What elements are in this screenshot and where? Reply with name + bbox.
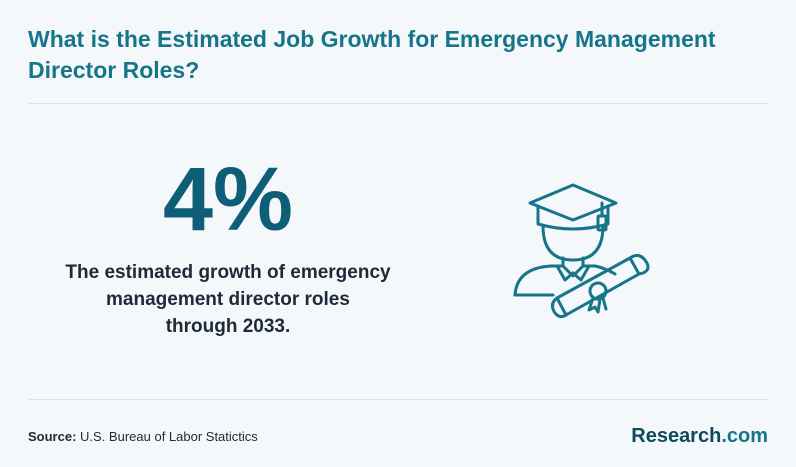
brand-name: Research xyxy=(631,425,722,447)
page-title: What is the Estimated Job Growth for Eme… xyxy=(28,26,716,83)
brand-logo[interactable]: Research.com xyxy=(631,423,768,449)
bottom-divider xyxy=(28,399,768,400)
source-label: Source: xyxy=(28,429,77,444)
top-divider xyxy=(28,103,768,104)
stat-description-line: management director roles xyxy=(106,289,350,310)
stat-description-line: The estimated growth of emergency xyxy=(65,262,391,283)
source-citation: Source: U.S. Bureau of Labor Statictics xyxy=(28,428,258,446)
stat-description: The estimated growth of emergency manage… xyxy=(0,259,456,340)
source-text: U.S. Bureau of Labor Statictics xyxy=(80,429,258,444)
graduate-with-diploma-icon xyxy=(505,178,655,328)
stat-value: 4% xyxy=(162,150,294,250)
brand-suffix: .com xyxy=(721,425,768,447)
stat-description-line: through 2033. xyxy=(165,316,291,337)
